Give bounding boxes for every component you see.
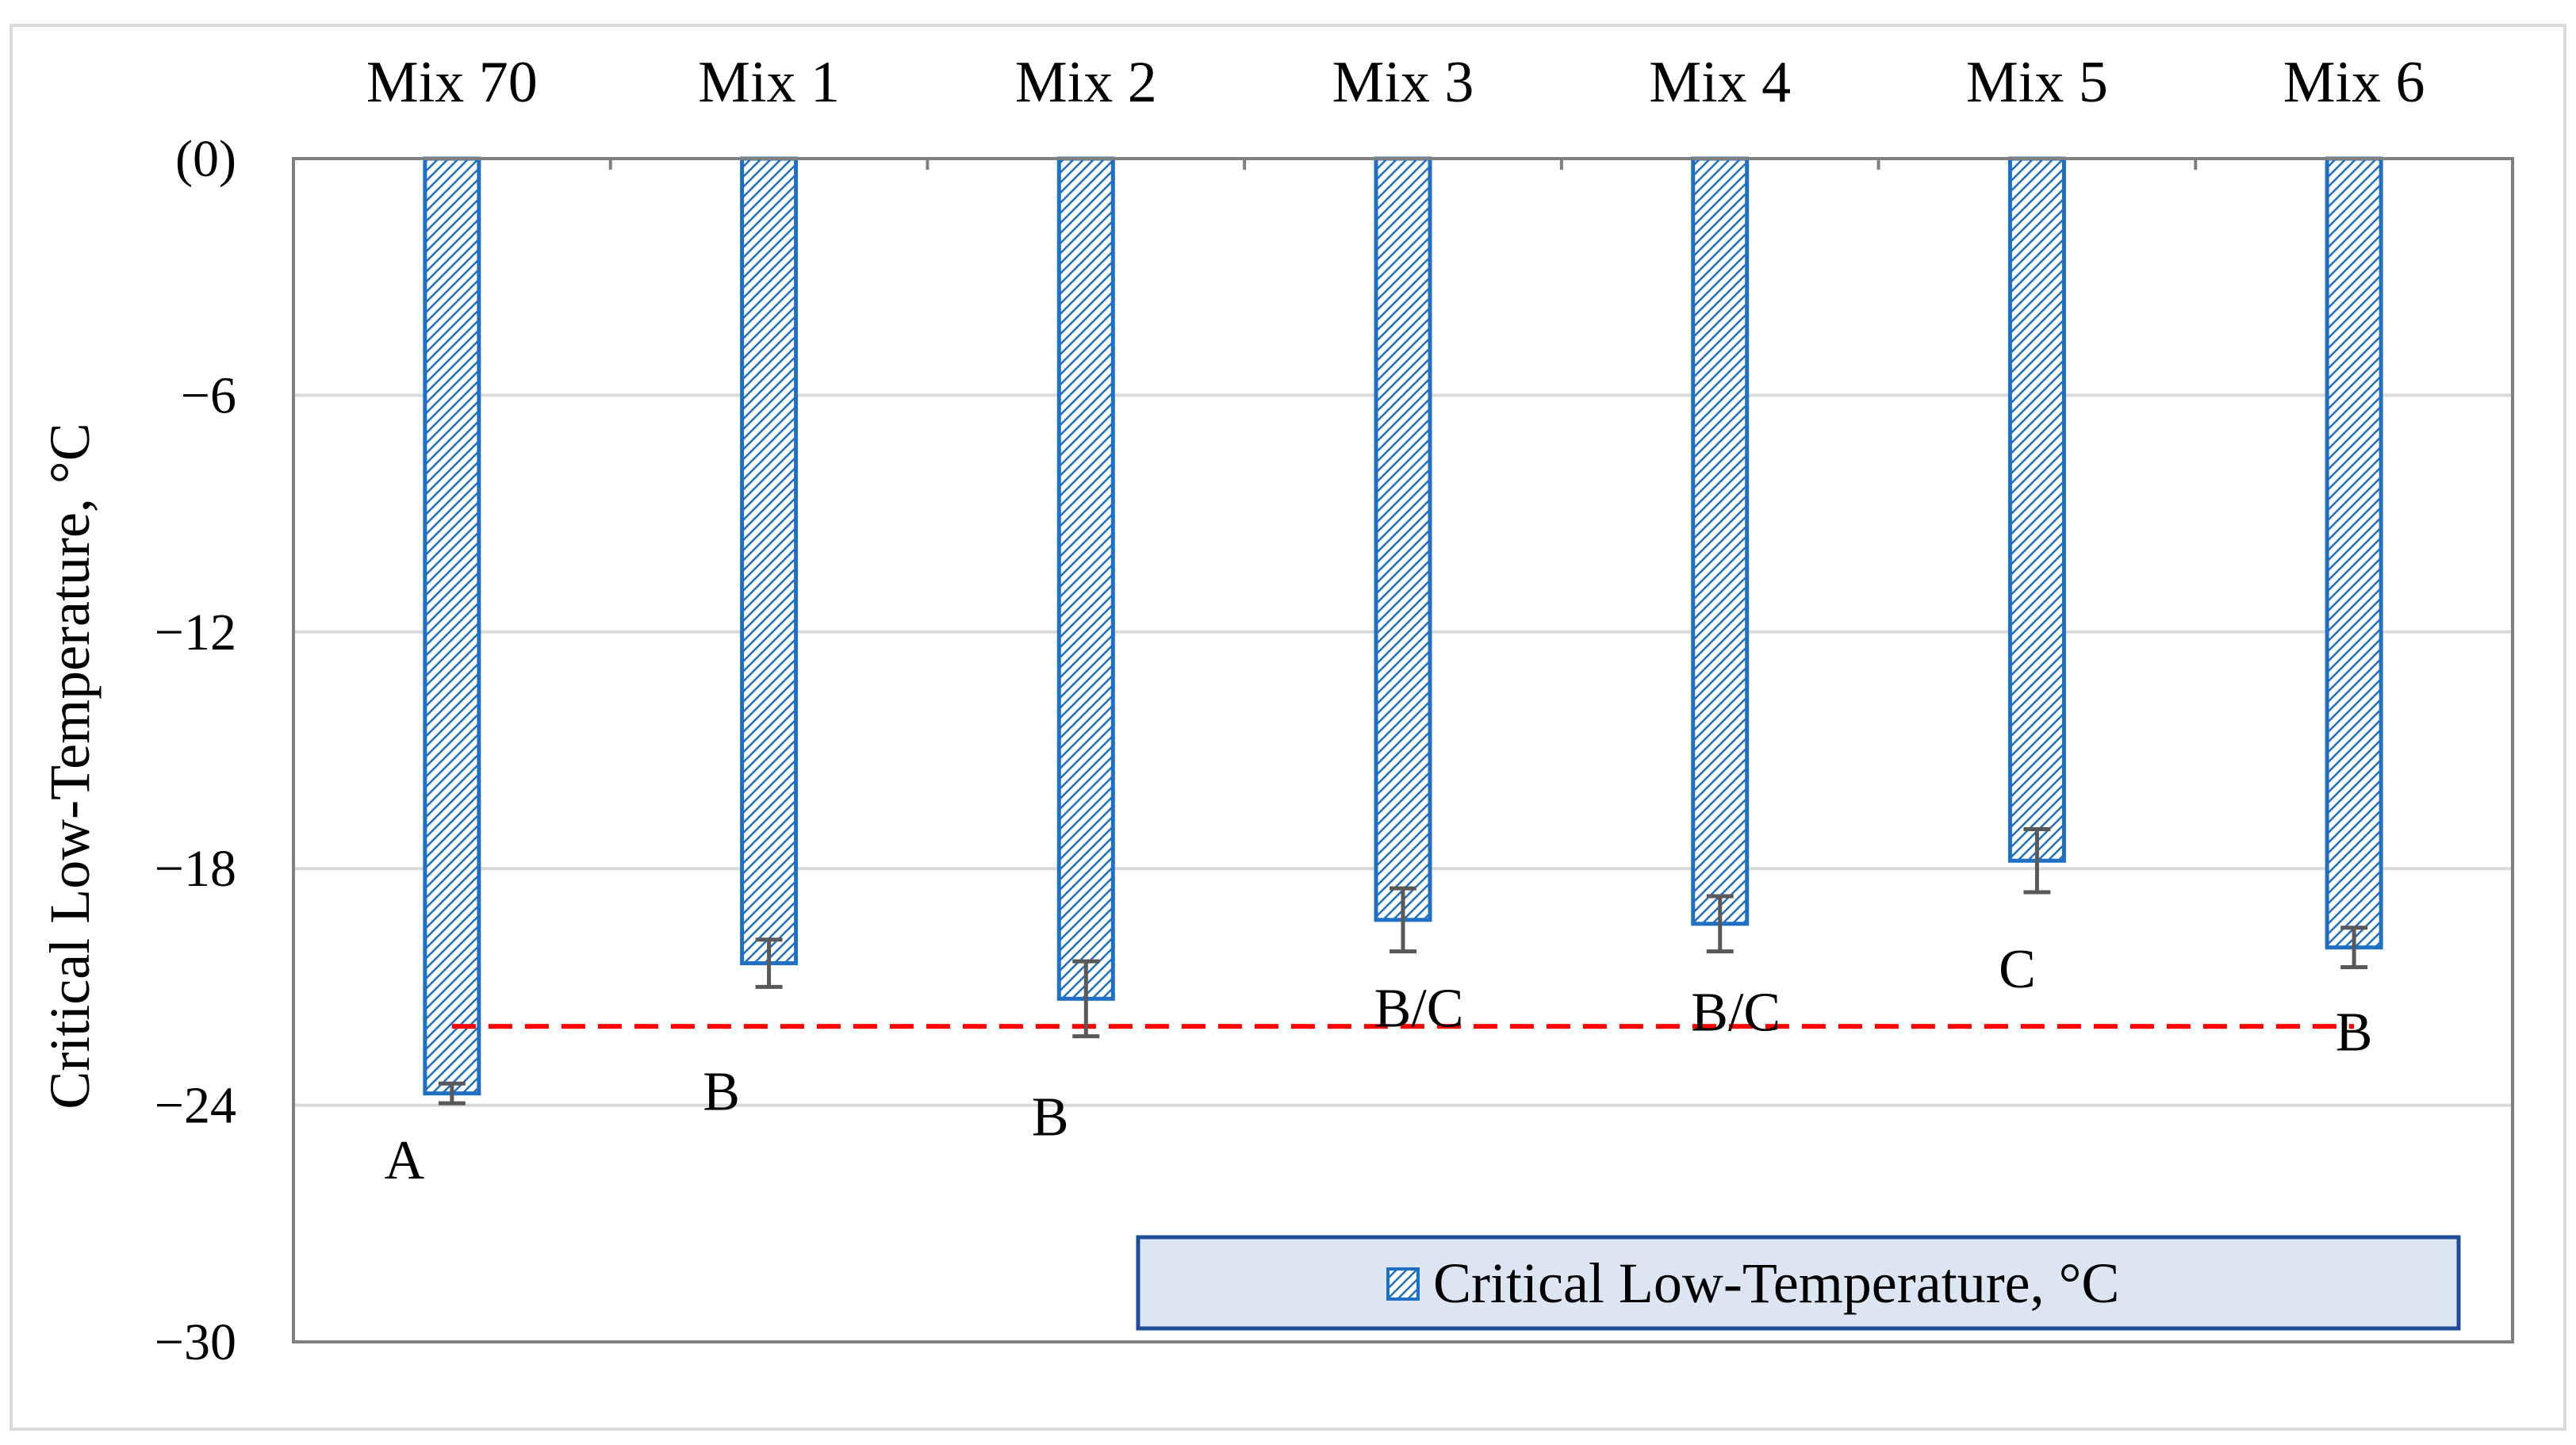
- group-label: B: [2336, 1002, 2373, 1064]
- axes: [292, 157, 2514, 1343]
- error-bars: [438, 826, 2368, 1106]
- category-label: Mix 4: [1649, 50, 1791, 115]
- group-label: B: [1032, 1087, 1069, 1148]
- y-tick-label: (0): [175, 130, 236, 188]
- y-tick-label: −6: [181, 366, 236, 424]
- legend-swatch: [1386, 1267, 1420, 1301]
- y-tick-label: −30: [155, 1313, 236, 1371]
- outer-border: [10, 24, 2566, 1431]
- group-label: C: [1999, 939, 2036, 1000]
- group-label: B/C: [1691, 983, 1781, 1044]
- y-tick-label: −24: [155, 1077, 236, 1135]
- y-tick-label: −12: [155, 604, 236, 661]
- bar: [2325, 156, 2383, 950]
- labels: (0) −6 −12 −18 −24 −30 Mix 70 Mix 1 Mix 2 Mix 3 Mi…: [38, 50, 2425, 1371]
- bar: [1374, 156, 1432, 922]
- group-label: B: [703, 1061, 740, 1122]
- bar: [1691, 156, 1750, 926]
- bar: [2007, 156, 2066, 863]
- y-axis-title: Critical Low-Temperature, °C: [38, 423, 102, 1109]
- legend: Critical Low-Temperature, °C: [1136, 1235, 2461, 1331]
- legend-label: Critical Low-Temperature, °C: [1433, 1251, 2119, 1315]
- category-label: Mix 3: [1332, 50, 1474, 115]
- category-label: Mix 70: [366, 50, 538, 115]
- group-label: B/C: [1374, 979, 1464, 1040]
- legend-box: [1136, 1235, 2461, 1331]
- category-label: Mix 6: [2283, 50, 2425, 115]
- category-label: Mix 5: [1966, 50, 2108, 115]
- category-label: Mix 2: [1015, 50, 1157, 115]
- bar: [423, 156, 481, 1096]
- plot-frame: [292, 157, 2514, 1343]
- bar: [740, 156, 799, 966]
- group-label: A: [385, 1130, 425, 1191]
- category-label: Mix 1: [698, 50, 840, 115]
- bar: [1056, 156, 1115, 1001]
- y-tick-label: −18: [155, 840, 236, 898]
